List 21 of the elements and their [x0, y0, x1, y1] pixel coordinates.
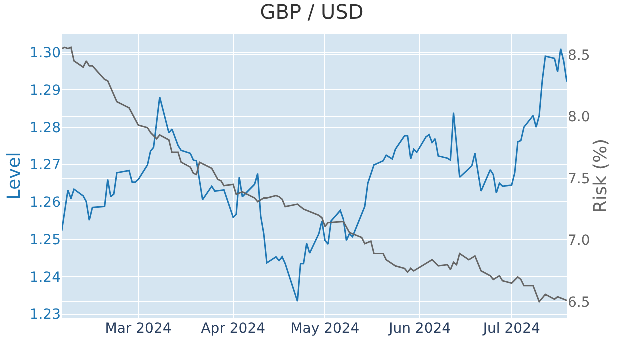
chart-title: GBP / USD [260, 0, 364, 24]
x-tick-label: Jul 2024 [482, 321, 540, 337]
y2-tick-label: 6.5 [568, 294, 590, 311]
y2-tick-label: 7.0 [568, 233, 590, 250]
y-tick-label: 1.26 [30, 195, 62, 212]
y2-tick-label: 7.5 [568, 171, 590, 188]
y-tick-label: 1.25 [30, 232, 61, 248]
y-tick-label: 1.29 [30, 82, 61, 99]
y-tick-label: 1.24 [30, 270, 62, 286]
x-tick-label: May 2024 [290, 321, 360, 337]
y-tick-label: 1.30 [30, 46, 61, 62]
y-tick-label: 1.27 [30, 158, 61, 174]
x-tick-label: Mar 2024 [105, 321, 172, 337]
y2-tick-label: 8.0 [568, 110, 590, 126]
y-axis-title: Level [4, 152, 26, 200]
y-tick-label: 1.23 [30, 307, 61, 324]
y-tick-label: 1.28 [30, 120, 61, 136]
y2-axis-title: Risk (%) [590, 138, 612, 214]
y2-tick-label: 8.5 [568, 48, 590, 64]
x-tick-label: Jun 2024 [388, 321, 452, 337]
x-tick-label: Apr 2024 [201, 321, 266, 337]
